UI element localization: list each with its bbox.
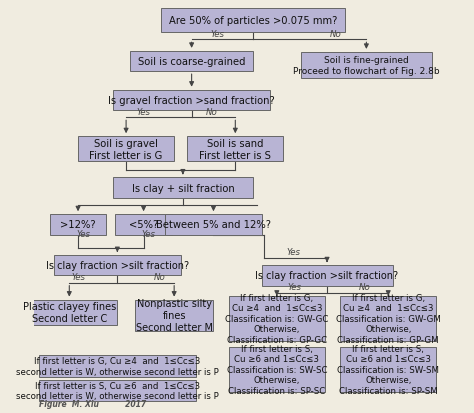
Text: Is clay fraction >silt fraction?: Is clay fraction >silt fraction? — [46, 261, 189, 271]
FancyBboxPatch shape — [115, 215, 172, 235]
Text: Soil is fine-grained
Proceed to flowchart of Fig. 2.8b: Soil is fine-grained Proceed to flowchar… — [293, 56, 440, 76]
FancyBboxPatch shape — [340, 347, 436, 392]
Text: Yes: Yes — [76, 229, 90, 238]
Text: Yes: Yes — [71, 273, 85, 282]
Text: Plastic clayey fines
Second letter C: Plastic clayey fines Second letter C — [23, 301, 116, 323]
Text: If first letter is G,
Cu ≥4  and  1≤Cc≤3
Classification is: GW-GC
Otherwise,
Cla: If first letter is G, Cu ≥4 and 1≤Cc≤3 C… — [225, 293, 328, 344]
FancyBboxPatch shape — [21, 300, 118, 325]
Text: Soil is sand
First letter is S: Soil is sand First letter is S — [200, 139, 271, 160]
Text: If first letter is S,
Cu ≥6 and 1≤Cc≤3
Classification is: SW-SM
Otherwise,
Class: If first letter is S, Cu ≥6 and 1≤Cc≤3 C… — [337, 344, 439, 395]
Text: If first letter is S, Cu ≥6  and  1≤Cc≤3
second letter is W, otherwise second le: If first letter is S, Cu ≥6 and 1≤Cc≤3 s… — [16, 381, 219, 400]
Text: If first letter is G,
Cu ≥4  and  1≤Cc≤3
Classification is: GW-GM
Otherwise,
Cla: If first letter is G, Cu ≥4 and 1≤Cc≤3 C… — [336, 293, 441, 344]
FancyBboxPatch shape — [113, 178, 253, 198]
FancyBboxPatch shape — [113, 90, 270, 111]
FancyBboxPatch shape — [229, 347, 325, 392]
Text: No: No — [154, 273, 165, 282]
Text: Yes: Yes — [287, 248, 301, 256]
Text: No: No — [359, 282, 371, 292]
FancyBboxPatch shape — [39, 380, 196, 401]
Text: Is clay + silt fraction: Is clay + silt fraction — [131, 183, 234, 193]
Text: Nonplastic silty
fines
Second letter M: Nonplastic silty fines Second letter M — [136, 299, 213, 332]
FancyBboxPatch shape — [54, 255, 181, 276]
FancyBboxPatch shape — [161, 9, 345, 33]
FancyBboxPatch shape — [262, 266, 392, 286]
Text: Soil is gravel
First letter is G: Soil is gravel First letter is G — [90, 139, 163, 160]
Text: Yes: Yes — [137, 107, 151, 116]
Text: Yes: Yes — [211, 30, 225, 39]
FancyBboxPatch shape — [135, 300, 213, 331]
FancyBboxPatch shape — [78, 137, 174, 162]
Text: Is clay fraction >silt fraction?: Is clay fraction >silt fraction? — [255, 271, 399, 281]
FancyBboxPatch shape — [165, 215, 262, 235]
Text: No: No — [330, 30, 342, 39]
FancyBboxPatch shape — [130, 52, 253, 72]
Text: Is gravel fraction >sand fraction?: Is gravel fraction >sand fraction? — [108, 95, 275, 106]
FancyBboxPatch shape — [301, 53, 432, 79]
Text: Are 50% of particles >0.075 mm?: Are 50% of particles >0.075 mm? — [169, 16, 337, 26]
FancyBboxPatch shape — [340, 296, 436, 341]
FancyBboxPatch shape — [50, 215, 107, 235]
Text: If first letter is S,
Cu ≥6 and 1≤Cc≤3
Classification is: SW-SC
Otherwise,
Class: If first letter is S, Cu ≥6 and 1≤Cc≤3 C… — [227, 344, 327, 395]
Text: Yes: Yes — [287, 282, 301, 292]
Text: >12%?: >12%? — [60, 220, 96, 230]
FancyBboxPatch shape — [39, 356, 196, 377]
Text: No: No — [206, 107, 218, 116]
FancyBboxPatch shape — [229, 296, 325, 341]
Text: <5%?: <5%? — [129, 220, 158, 230]
Text: Soil is coarse-grained: Soil is coarse-grained — [138, 57, 246, 67]
Text: Between 5% and 12%?: Between 5% and 12%? — [156, 220, 271, 230]
Text: If first letter is G, Cu ≥4  and  1≤Cc≤3
second letter is W, otherwise second le: If first letter is G, Cu ≥4 and 1≤Cc≤3 s… — [16, 356, 219, 376]
Text: Yes: Yes — [142, 229, 156, 238]
FancyBboxPatch shape — [187, 137, 283, 162]
Text: Figure  M. Xiu          2017: Figure M. Xiu 2017 — [39, 399, 146, 408]
